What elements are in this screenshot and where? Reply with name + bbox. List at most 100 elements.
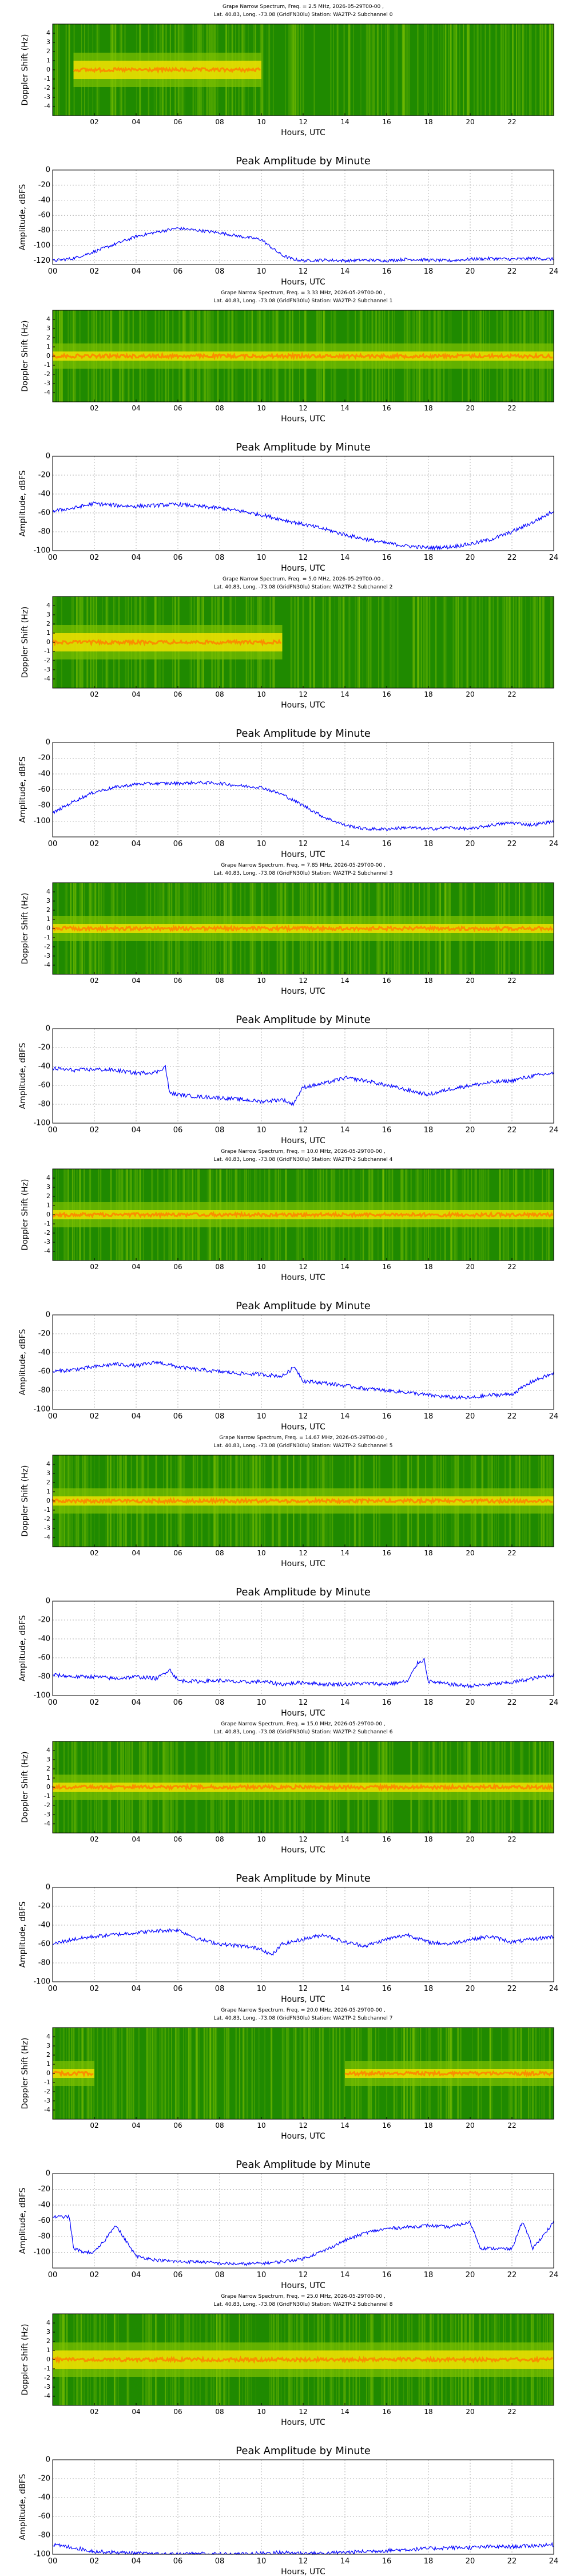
x-tick-label: 02 (90, 1835, 98, 1843)
spectrogram-noise-column (525, 596, 526, 688)
y-tick-label: -20 (38, 1616, 50, 1625)
x-tick-label: 22 (507, 1263, 516, 1271)
x-tick-label: 18 (424, 977, 432, 985)
y-tick-label: 2 (46, 2337, 50, 2345)
spectrogram-noise-column (342, 596, 345, 688)
spectrogram-noise-column (313, 24, 315, 116)
spectrogram-chart: Grape Narrow Spectrum, Freq. = 5.0 MHz, … (21, 576, 555, 710)
x-tick-label: 14 (340, 2271, 350, 2279)
x-tick-label: 18 (424, 2557, 434, 2566)
x-axis-label: Hours, UTC (281, 2418, 325, 2427)
spectrogram-noise-column (152, 2028, 154, 2119)
spectrogram-noise-column (146, 2028, 149, 2119)
x-tick-label: 16 (382, 1985, 392, 1993)
x-tick-label: 22 (507, 554, 517, 562)
plot-background (53, 456, 554, 551)
x-tick-label: 20 (466, 554, 475, 562)
spectrogram-noise-column (444, 596, 446, 688)
x-tick-label: 22 (507, 1985, 517, 1993)
y-tick-label: 1 (46, 57, 50, 64)
x-tick-label: 18 (424, 690, 432, 698)
spectrogram-noise-column (366, 24, 368, 116)
amplitude-series-line (52, 1927, 554, 1956)
spectrogram-noise-column (542, 596, 545, 688)
x-tick-label: 10 (257, 1126, 267, 1135)
spectrogram-noise-column (271, 2028, 272, 2119)
spectrogram-noise-column (343, 2028, 344, 2119)
spectrogram-signal-peak (51, 1783, 553, 1791)
x-tick-label: 08 (215, 404, 224, 412)
y-tick-label: -3 (44, 666, 50, 673)
spectrogram-noise-column (370, 596, 372, 688)
spectrogram-noise-column (130, 2028, 132, 2119)
spectrogram-noise-column (313, 2028, 315, 2119)
spectrogram-noise-column (302, 24, 304, 116)
spectrogram-noise-column (508, 596, 510, 688)
spectrogram-noise-column (453, 24, 455, 116)
spectrogram-noise-column (448, 24, 450, 116)
y-tick-label: 0 (46, 924, 50, 932)
y-tick-label: -3 (44, 952, 50, 959)
y-tick-label: 0 (46, 452, 50, 461)
spectrogram-noise-column (460, 596, 462, 688)
y-tick-label: 4 (46, 29, 50, 37)
x-tick-label: 16 (382, 2557, 392, 2566)
spectrogram-noise-column (313, 596, 315, 688)
amplitude-chart: Peak Amplitude by Minute 00 02 04 06 08 10 12 14… (18, 2445, 558, 2576)
x-tick-label: 04 (132, 267, 141, 276)
spectrogram-noise-column (213, 2028, 214, 2119)
x-tick-label: 02 (90, 267, 100, 276)
x-tick-label: 02 (90, 2557, 100, 2566)
spectrogram-noise-column (156, 2028, 158, 2119)
amplitude-series-line (53, 1658, 554, 1689)
spectrogram-noise-column (224, 2028, 225, 2119)
y-tick-label: 1 (46, 1488, 50, 1495)
spectrogram-noise-column (424, 24, 426, 116)
x-tick-label: 10 (257, 2557, 267, 2566)
spectrogram-noise-column (177, 2028, 180, 2119)
spectrogram-noise-column (213, 2028, 215, 2119)
x-tick-label: 10 (257, 1835, 265, 1843)
spectrogram-noise-column (417, 24, 419, 116)
x-tick-label: 00 (48, 554, 58, 562)
spectrogram-noise-column (138, 2028, 140, 2119)
x-axis-label: Hours, UTC (281, 1709, 325, 1718)
chart-title-line-1: Grape Narrow Spectrum, Freq. = 10.0 MHz,… (221, 1149, 386, 1155)
y-tick-label: -4 (44, 102, 50, 110)
y-tick-label: -80 (38, 1673, 50, 1681)
spectrogram-noise-column (424, 24, 426, 116)
spectrogram-noise-column (467, 24, 469, 116)
amplitude-chart: Peak Amplitude by Minute 00 02 04 06 08 10 12 14… (18, 728, 558, 859)
spectrogram-noise-column (171, 2028, 172, 2119)
spectrogram-noise-column (505, 24, 507, 116)
x-tick-label: 04 (132, 2271, 141, 2279)
spectrogram-noise-column (115, 2028, 117, 2119)
plot-frame (52, 2173, 554, 2269)
spectrogram-noise-column (542, 24, 543, 116)
spectrogram-noise-column (112, 2028, 114, 2119)
spectrogram-noise-column (474, 24, 475, 116)
x-tick-label: 00 (48, 2271, 58, 2279)
y-tick-label: 4 (46, 602, 50, 609)
spectrogram-noise-column (159, 2028, 161, 2119)
spectrogram-noise-column (348, 24, 350, 116)
spectrogram-noise-column (188, 2028, 190, 2119)
x-tick-label: 10 (257, 1549, 265, 1557)
spectrogram-noise-column (349, 24, 351, 116)
y-tick-label: -3 (44, 93, 50, 101)
spectrogram-chart: Grape Narrow Spectrum, Freq. = 14.67 MHz… (21, 1435, 554, 1568)
x-tick-label: 06 (173, 1549, 182, 1557)
spectrogram-noise-column (488, 596, 490, 688)
spectrogram-noise-column (154, 2028, 157, 2119)
spectrogram-noise-column (268, 24, 271, 116)
x-tick-label: 14 (340, 118, 349, 126)
spectrogram-noise-column (281, 2028, 284, 2119)
plot-frame (52, 1028, 554, 1124)
spectrogram-noise-column (463, 24, 464, 116)
y-tick-label: -80 (38, 2531, 50, 2540)
spectrogram-noise-column (343, 24, 345, 116)
x-tick-label: 06 (173, 2408, 182, 2416)
x-tick-label: 12 (299, 1985, 308, 1993)
spectrogram-noise-column (466, 596, 468, 688)
x-tick-label: 04 (132, 118, 140, 126)
